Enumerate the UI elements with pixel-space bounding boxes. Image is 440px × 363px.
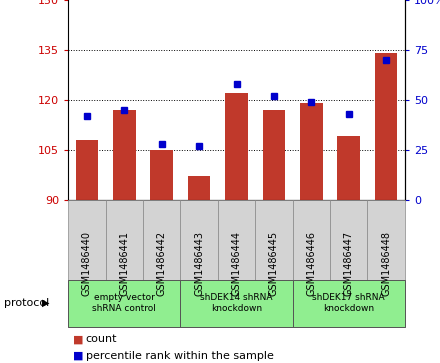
- Text: GSM1486441: GSM1486441: [119, 231, 129, 296]
- Bar: [337, 136, 360, 200]
- Bar: [150, 150, 173, 200]
- Text: ■: ■: [73, 351, 83, 361]
- Bar: [263, 110, 285, 200]
- Bar: [76, 140, 98, 200]
- Text: protocol: protocol: [4, 298, 50, 308]
- Text: GSM1486445: GSM1486445: [269, 231, 279, 296]
- Text: shDEK14 shRNA
knockdown: shDEK14 shRNA knockdown: [200, 293, 273, 313]
- Text: GSM1486446: GSM1486446: [306, 231, 316, 296]
- Text: GSM1486448: GSM1486448: [381, 231, 391, 296]
- Text: GSM1486440: GSM1486440: [82, 231, 92, 296]
- Text: GSM1486444: GSM1486444: [231, 231, 242, 296]
- Text: percentile rank within the sample: percentile rank within the sample: [86, 351, 274, 361]
- Text: shDEK17 shRNA
knockdown: shDEK17 shRNA knockdown: [312, 293, 385, 313]
- Text: GSM1486447: GSM1486447: [344, 231, 354, 296]
- Bar: [113, 110, 136, 200]
- Text: count: count: [86, 334, 117, 344]
- Text: ■: ■: [73, 334, 83, 344]
- Bar: [188, 176, 210, 200]
- Text: GSM1486443: GSM1486443: [194, 231, 204, 296]
- Bar: [225, 93, 248, 200]
- Text: empty vector
shRNA control: empty vector shRNA control: [92, 293, 156, 313]
- Bar: [375, 53, 397, 200]
- Bar: [300, 103, 323, 200]
- Text: ▶: ▶: [42, 298, 49, 308]
- Text: GSM1486442: GSM1486442: [157, 231, 167, 296]
